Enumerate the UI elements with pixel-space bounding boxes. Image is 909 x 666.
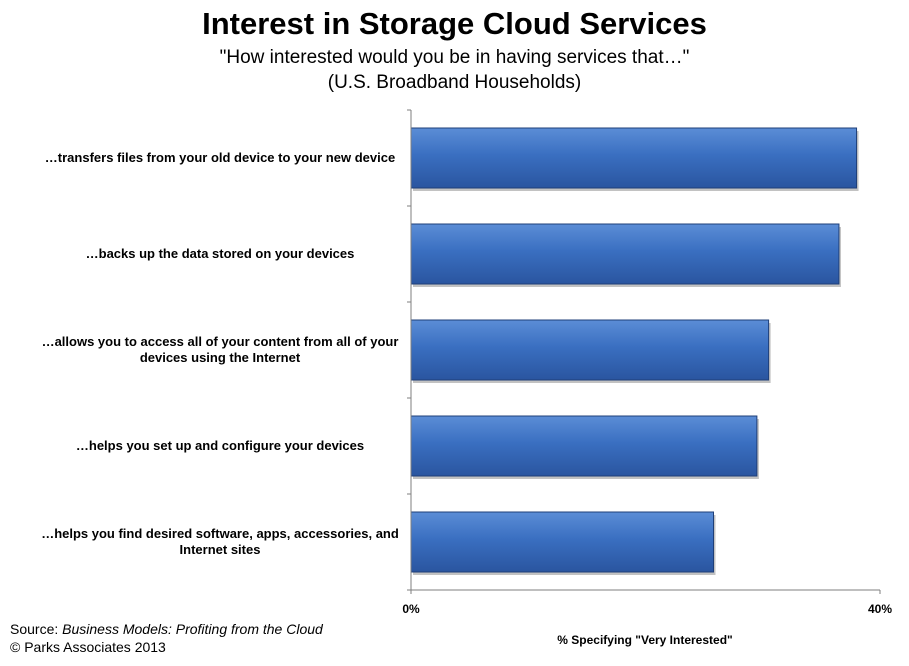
chart-subtitle-population: (U.S. Broadband Households) (327, 72, 582, 93)
bar (410, 319, 770, 381)
chart-subtitle: "How interested would you be in having s… (219, 47, 690, 68)
category-label: …backs up the data stored on your device… (86, 246, 355, 261)
category-label: …helps you set up and configure your dev… (76, 438, 364, 453)
chart-title: Interest in Storage Cloud Services (202, 6, 707, 41)
source-note: Source: Business Models: Profiting from … (10, 620, 323, 656)
x-tick-label: 40% (868, 602, 892, 616)
x-tick-label: 0% (402, 602, 420, 616)
x-axis-title: % Specifying "Very Interested" (557, 633, 733, 647)
copyright-text: © Parks Associates 2013 (10, 639, 166, 655)
source-title: Business Models: Profiting from the Clou… (62, 621, 323, 637)
category-label: …allows you to access all of your conten… (42, 334, 399, 349)
category-label: Internet sites (180, 542, 261, 557)
category-label: devices using the Internet (140, 350, 301, 365)
source-prefix: Source: (10, 621, 63, 637)
bar (410, 511, 715, 573)
category-label: …helps you find desired software, apps, … (41, 526, 399, 541)
bar (410, 127, 858, 189)
bar (410, 415, 758, 477)
bar (410, 223, 840, 285)
category-label: …transfers files from your old device to… (45, 150, 395, 165)
